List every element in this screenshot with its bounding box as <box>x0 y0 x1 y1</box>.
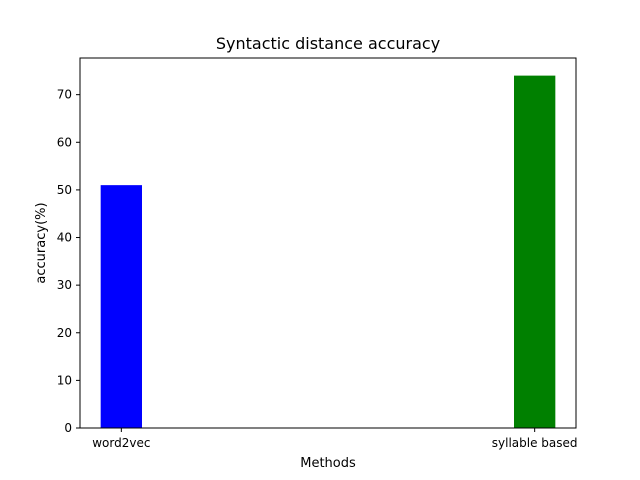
y-tick-label: 30 <box>57 278 72 292</box>
y-tick-label: 50 <box>57 183 72 197</box>
y-tick-label: 0 <box>64 421 72 435</box>
y-tick-label: 70 <box>57 88 72 102</box>
x-tick-label: word2vec <box>92 436 150 450</box>
bar-word2vec <box>100 185 142 428</box>
x-tick-label: syllable based <box>492 436 578 450</box>
x-axis-label: Methods <box>300 456 356 471</box>
plot-frame <box>79 57 577 429</box>
x-axis-ticks: word2vec syllable based <box>92 428 578 450</box>
bar-syllable-based <box>514 75 556 428</box>
y-tick-label: 40 <box>57 231 72 245</box>
y-tick-label: 20 <box>57 326 72 340</box>
bars-group <box>100 75 556 428</box>
y-axis-label: accuracy(%) <box>34 202 49 283</box>
chart-title: Syntactic distance accuracy <box>216 34 440 53</box>
y-tick-label: 10 <box>57 373 72 387</box>
y-tick-label: 60 <box>57 135 72 149</box>
y-axis-ticks: 0 10 20 30 40 50 60 70 <box>57 88 80 435</box>
